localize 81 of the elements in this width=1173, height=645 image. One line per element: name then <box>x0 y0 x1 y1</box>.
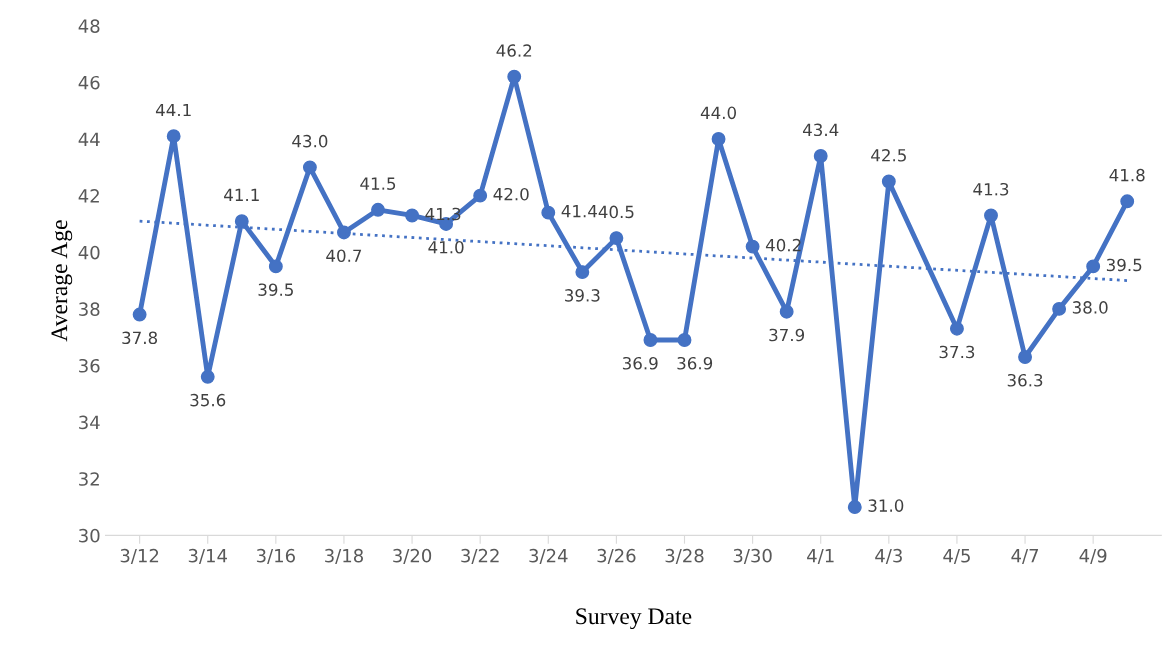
data-label: 46.2 <box>496 44 532 57</box>
y-tick-label: 34 <box>79 415 100 430</box>
data-label: 41.1 <box>224 188 259 201</box>
x-tick-label: 4/3 <box>875 548 902 564</box>
data-label: 41.3 <box>973 182 1009 196</box>
data-label: 40.7 <box>326 249 362 263</box>
x-tick-label: 3/12 <box>120 548 159 564</box>
data-label: 35.6 <box>190 393 226 407</box>
point <box>1120 194 1135 209</box>
data-label: 41.0 <box>428 240 464 254</box>
point <box>1086 259 1101 274</box>
point <box>371 202 385 217</box>
data-label: 42.5 <box>871 148 906 162</box>
x-tick-label: 3/18 <box>325 548 363 564</box>
y-tick-label: 42 <box>78 189 99 203</box>
point <box>268 259 283 274</box>
x-tick-label: 4/1 <box>807 549 834 564</box>
point <box>643 333 658 347</box>
point <box>711 132 726 146</box>
y-tick-label: 38 <box>79 302 100 316</box>
point <box>200 369 215 384</box>
data-label: 40.5 <box>598 205 634 219</box>
x-tick-label: 4/5 <box>943 549 970 564</box>
y-tick-label: 44 <box>78 132 100 146</box>
data-label: 39.5 <box>1106 258 1142 272</box>
point <box>507 69 522 84</box>
x-tick-label: 3/14 <box>188 548 227 564</box>
data-label: 39.5 <box>258 283 293 296</box>
data-label: 36.9 <box>622 356 658 370</box>
data-label: 36.3 <box>1007 373 1043 387</box>
data-label: 31.0 <box>868 499 904 512</box>
point <box>575 265 590 280</box>
point <box>984 208 998 223</box>
data-label: 36.9 <box>677 356 713 370</box>
point <box>1018 350 1032 364</box>
point <box>677 333 692 347</box>
data-label: 41.8 <box>1109 168 1145 182</box>
data-label: 37.9 <box>769 328 805 342</box>
point <box>847 500 862 514</box>
x-tick-label: 3/28 <box>665 548 704 564</box>
data-label: 41.5 <box>360 177 396 190</box>
x-tick-label: 3/20 <box>393 548 432 564</box>
data-label: 43.0 <box>292 134 328 148</box>
y-tick-label: 36 <box>79 358 100 373</box>
y-tick-label: 48 <box>78 19 100 33</box>
data-label: 41.4 <box>561 205 597 218</box>
x-tick-label: 3/24 <box>529 548 568 564</box>
x-tick-label: 3/30 <box>733 548 772 564</box>
y-tick-label: 32 <box>79 472 99 486</box>
data-label: 44.1 <box>155 103 191 117</box>
point <box>779 304 794 319</box>
data-label: 42.0 <box>493 187 529 201</box>
x-tick-label: 4/9 <box>1079 548 1107 564</box>
data-label: 39.3 <box>565 289 600 302</box>
point <box>745 239 760 254</box>
data-label: 43.4 <box>802 123 839 137</box>
data-label: 38.0 <box>1072 301 1108 314</box>
point <box>881 174 896 189</box>
point <box>132 307 147 322</box>
x-axis-title: Survey Date <box>576 608 692 630</box>
y-tick-label: 30 <box>79 528 100 543</box>
data-label: 44.0 <box>700 106 737 120</box>
x-tick-label: 3/26 <box>597 548 636 564</box>
point <box>405 208 420 223</box>
point <box>166 129 181 144</box>
data-label: 37.3 <box>939 345 975 359</box>
y-tick-label: 40 <box>78 245 100 260</box>
x-tick-label: 3/16 <box>256 548 295 564</box>
point <box>234 214 249 229</box>
x-tick-label: 4/7 <box>1011 549 1039 564</box>
point <box>473 188 488 203</box>
point <box>949 321 964 336</box>
y-tick-label: 46 <box>78 75 100 90</box>
x-tick-label: 3/22 <box>461 548 499 564</box>
point <box>1052 301 1067 316</box>
point <box>541 205 556 220</box>
point <box>813 149 828 163</box>
point <box>609 231 624 246</box>
data-label: 37.8 <box>122 331 158 345</box>
y-axis-title: Average Age <box>51 220 73 342</box>
point <box>302 160 317 175</box>
